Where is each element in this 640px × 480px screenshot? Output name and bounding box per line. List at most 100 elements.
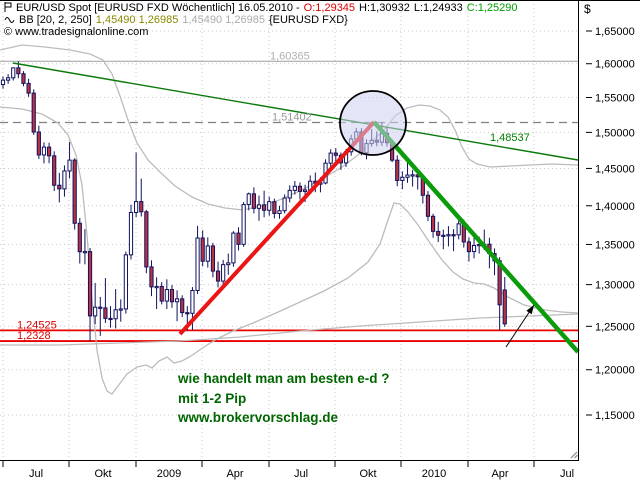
resize-handle-icon[interactable]	[574, 454, 578, 459]
candle-up	[205, 245, 210, 262]
close-value: C:1,25290	[466, 2, 518, 14]
candle-up	[164, 289, 169, 302]
candle-down	[200, 237, 205, 262]
y-axis-label: 1,25000	[595, 321, 635, 333]
x-axis-label: Okt	[94, 468, 111, 480]
candle-up	[41, 146, 47, 156]
candle-down	[425, 194, 431, 217]
candle-down	[103, 307, 108, 319]
candle-down	[297, 185, 303, 192]
candle-up	[410, 174, 415, 177]
indicator-symbol-suffix: {EURUSD FXD}	[268, 14, 348, 26]
long-resistance-line	[12, 62, 579, 161]
y-axis-label: 1,35000	[595, 239, 635, 251]
y-axis-label: 1,50000	[595, 127, 635, 139]
candle-down	[466, 241, 472, 253]
candle-up	[0, 79, 6, 86]
candle-down	[139, 201, 144, 213]
candle-down	[26, 82, 31, 94]
y-axis-label: 1,60000	[595, 59, 635, 71]
candle-up	[292, 185, 297, 191]
copyright-text: © www.tradesignalonline.com	[4, 26, 149, 38]
candle-up	[287, 189, 292, 199]
candle-down	[16, 67, 21, 75]
candle-down	[395, 159, 400, 181]
candle-up	[190, 290, 195, 314]
candle-down	[149, 266, 154, 288]
x-axis-label: Jul	[560, 468, 574, 480]
candle-down	[502, 289, 507, 325]
level-label: 1,60365	[270, 50, 310, 62]
candle-up	[154, 285, 159, 289]
candle-up	[226, 262, 231, 266]
header-line-2: BB [20, 2, 250] 1,45490 1,26985 1,45490 1,…	[4, 14, 352, 27]
annotation-line-1: wie handelt man am besten e-d ?	[178, 371, 390, 386]
candle-up	[328, 152, 333, 164]
y-axis-label: 1,20000	[595, 365, 635, 377]
resize-handle-icon[interactable]	[570, 451, 578, 459]
candle-down	[436, 230, 441, 236]
y-axis-label: 1,45000	[595, 163, 635, 175]
candle-up	[277, 210, 282, 214]
candle-up	[231, 232, 236, 264]
candle-down	[72, 159, 77, 224]
candle-up	[11, 67, 16, 79]
candle-down	[441, 234, 446, 237]
candle-up	[174, 298, 180, 303]
candle-down	[272, 201, 277, 214]
bollinger-upper-band	[0, 44, 579, 211]
candle-down	[87, 251, 93, 317]
candle-up	[134, 201, 139, 213]
circle-annotation	[339, 90, 407, 156]
y-axis-label: 1,65000	[595, 26, 635, 38]
candle-down	[215, 270, 221, 282]
candle-up	[123, 254, 128, 310]
candle-down	[31, 92, 36, 133]
candle-down	[430, 215, 436, 232]
candle-up	[128, 211, 134, 256]
level-label: 1,24525	[17, 319, 57, 331]
candle-up	[195, 237, 200, 292]
candle-up	[93, 306, 98, 317]
arrow-head	[526, 305, 534, 315]
candle-down	[46, 146, 52, 157]
candle-down	[98, 306, 103, 309]
candle-down	[159, 285, 164, 302]
y-axis-label: 1,40000	[595, 201, 635, 213]
candle-up	[282, 197, 287, 212]
candle-up	[471, 244, 477, 253]
x-axis-label: Okt	[359, 468, 376, 480]
candle-up	[456, 223, 461, 236]
candle-up	[62, 170, 67, 190]
candle-down	[77, 222, 82, 253]
downtrend-line	[372, 120, 580, 354]
candle-up	[67, 159, 72, 172]
x-axis-label: 2009	[157, 468, 181, 480]
y-axis-label: 1,55000	[595, 93, 635, 105]
bollinger-lower-band	[0, 106, 579, 395]
annotation-line-2: mit 1-2 Pip	[178, 390, 247, 406]
bollinger-long-upper-band	[0, 313, 579, 346]
level-label: 1,51402	[272, 111, 312, 123]
candle-down	[21, 73, 26, 84]
uptrend-line	[178, 120, 376, 336]
candle-down	[251, 193, 256, 209]
candle-down	[236, 232, 241, 245]
chart-annotation: wie handelt man am besten e-d ? mit 1-2 …	[178, 369, 390, 428]
candle-down	[180, 298, 185, 314]
candle-down	[52, 155, 57, 186]
candle-up	[446, 234, 451, 237]
candle-down	[57, 184, 62, 190]
candle-down	[333, 152, 338, 156]
candle-down	[262, 204, 267, 211]
wave-icon	[4, 15, 15, 27]
currency-symbol: $	[584, 2, 591, 16]
annotation-line-3: www.brokervorschlag.de	[178, 410, 339, 425]
y-axis-label: 1,15000	[595, 410, 635, 422]
candle-up	[267, 201, 272, 211]
x-axis-label: 2010	[422, 468, 446, 480]
indicator-values-previous: 1,45490 1,26985	[182, 14, 265, 26]
indicator-values-current: 1,45490 1,26985	[95, 14, 179, 26]
